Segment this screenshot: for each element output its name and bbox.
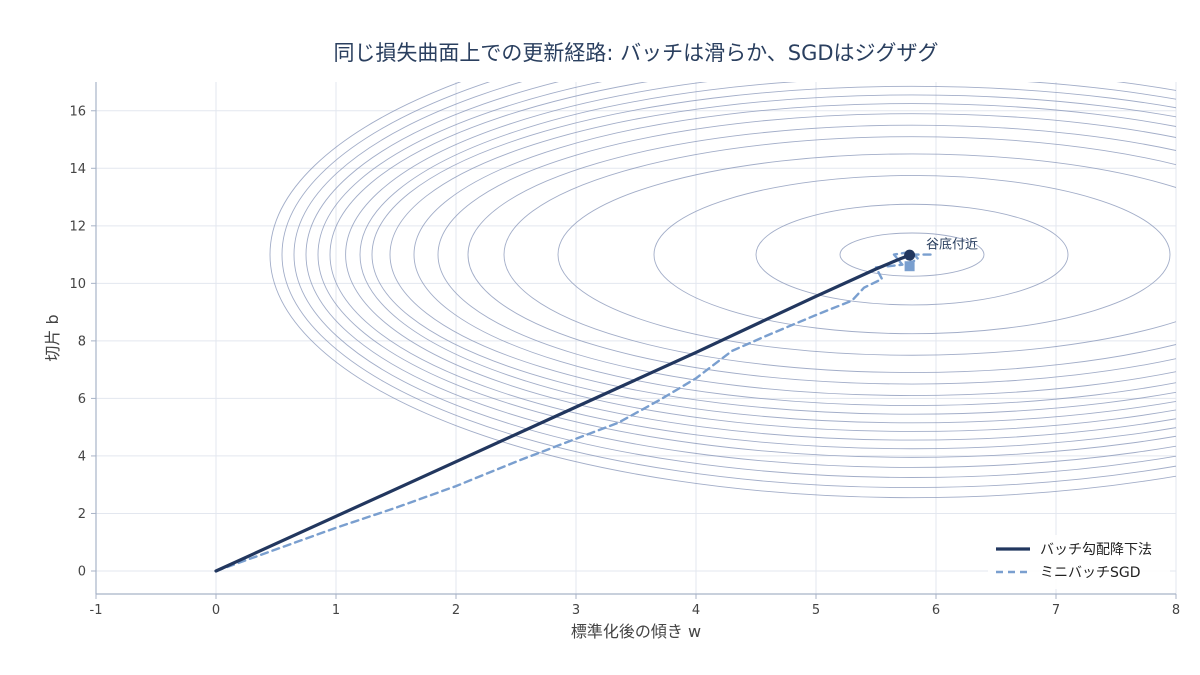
legend-box	[988, 535, 1170, 589]
annotations: 谷底付近	[926, 237, 978, 253]
x-tick-label: 4	[692, 603, 700, 618]
y-tick-label: 4	[78, 449, 86, 464]
contour-level	[371, 85, 1176, 424]
contour-level	[305, 82, 1176, 468]
contour-level	[389, 94, 1176, 415]
y-tick-label: 6	[78, 392, 86, 407]
axes	[95, 82, 1176, 595]
y-tick-label: 14	[69, 162, 86, 177]
y-tick-label: 8	[78, 334, 86, 349]
legend-batch-label: バッチ勾配降下法	[1040, 542, 1152, 558]
contour-level	[345, 82, 1176, 441]
chart-title: 同じ損失曲面上での更新経路: バッチは滑らか、SGDはジグザグ	[333, 41, 938, 65]
x-tick-label: 6	[932, 603, 940, 618]
x-axis-title: 標準化後の傾き w	[571, 622, 701, 641]
y-tick-label: 12	[69, 219, 86, 234]
contour-level	[503, 136, 1176, 373]
y-tick-label: 16	[69, 104, 86, 119]
contour-level	[653, 175, 1171, 335]
contour-level	[467, 124, 1176, 385]
y-tick-label: 2	[78, 507, 86, 522]
x-tick-label: 7	[1052, 603, 1060, 618]
x-tick-label: 5	[812, 603, 820, 618]
x-tick-label: 1	[332, 603, 340, 618]
grid	[95, 82, 1177, 594]
contour-level	[359, 82, 1176, 432]
y-tick-label: 10	[69, 277, 86, 292]
contour-level	[437, 113, 1176, 396]
x-tick-label: 0	[212, 603, 220, 618]
contour-level	[839, 232, 985, 277]
contour-level	[557, 153, 1176, 356]
y-axis-title: 切片 b	[43, 314, 62, 361]
y-tick-label: 0	[78, 564, 86, 579]
contour-level	[317, 82, 1176, 458]
series-batch-line	[214, 253, 912, 573]
sgd-end-marker	[904, 261, 915, 272]
x-tick-label: -1	[90, 603, 103, 618]
legend-sgd-label: ミニバッチSGD	[1040, 565, 1141, 581]
contour-level	[293, 82, 1176, 478]
loss-contours	[269, 82, 1176, 499]
contour-level	[755, 203, 1069, 306]
annotation-label: 谷底付近	[926, 237, 978, 253]
series-layer	[214, 249, 934, 573]
contour-level	[329, 82, 1176, 450]
contour-level	[281, 82, 1176, 488]
contour-level	[413, 103, 1176, 407]
contour-level	[269, 82, 1176, 499]
batch-end-marker	[904, 249, 916, 261]
x-tick-label: 2	[452, 603, 460, 618]
x-tick-label: 3	[572, 603, 580, 618]
x-tick-label: 8	[1172, 603, 1180, 618]
